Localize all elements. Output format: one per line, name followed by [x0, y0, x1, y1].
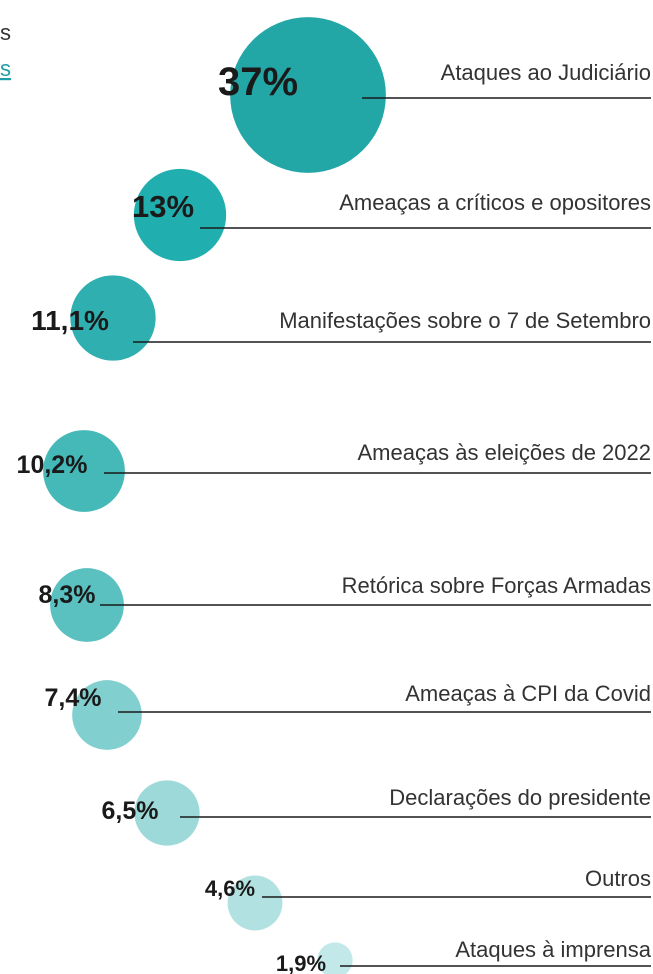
category-label: Outros: [585, 866, 651, 891]
header-link[interactable]: s: [0, 56, 11, 81]
bubble: [72, 680, 142, 750]
category-label: Ataques ao Judiciário: [441, 60, 651, 85]
header-fragment: s: [0, 20, 11, 45]
value-label: 37%: [218, 60, 298, 104]
value-label: 13%: [132, 189, 194, 224]
value-label: 8,3%: [39, 581, 96, 609]
value-label: 6,5%: [102, 797, 159, 825]
bubble: [43, 430, 125, 512]
value-label: 11,1%: [31, 305, 109, 336]
category-label: Ameaças à CPI da Covid: [405, 681, 651, 706]
category-label: Declarações do presidente: [389, 785, 651, 810]
category-label: Retórica sobre Forças Armadas: [342, 573, 651, 598]
bubble: [50, 568, 124, 642]
category-label: Ameaças a críticos e opositores: [339, 190, 651, 215]
category-label: Ameaças às eleições de 2022: [357, 440, 651, 465]
bubble: [133, 168, 227, 262]
category-label: Ataques à imprensa: [455, 937, 651, 962]
bubble: [70, 275, 156, 361]
bubble: [230, 17, 386, 173]
bubble: [227, 875, 283, 931]
value-label: 4,6%: [205, 876, 255, 901]
bubble: [134, 780, 200, 846]
value-label: 10,2%: [17, 451, 88, 479]
value-label: 7,4%: [45, 684, 102, 712]
value-label: 1,9%: [276, 951, 326, 974]
category-label: Manifestações sobre o 7 de Setembro: [279, 308, 651, 333]
